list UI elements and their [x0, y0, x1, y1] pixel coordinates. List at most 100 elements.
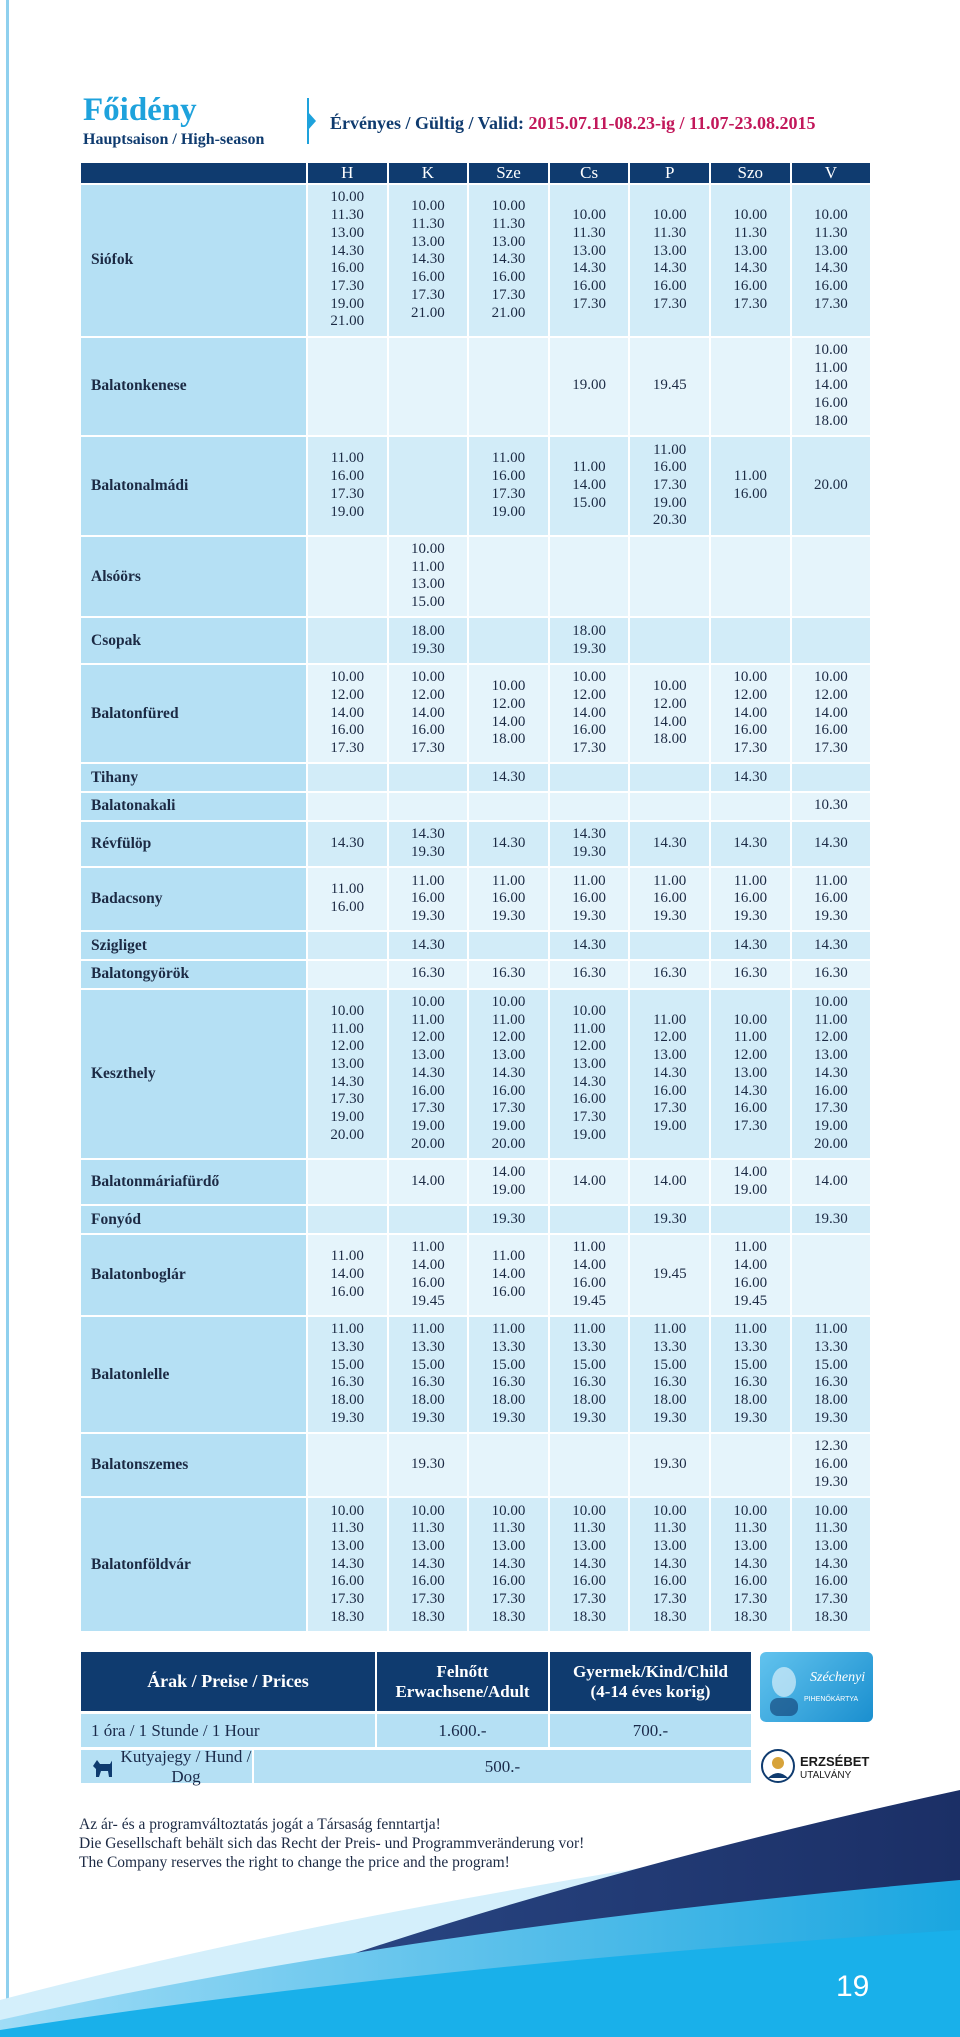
time: 14.30	[572, 1555, 606, 1572]
dog-label-wrap: Kutyajegy / Hund / Dog	[91, 1747, 252, 1787]
time: 16.00	[733, 278, 768, 294]
time: 18.00	[814, 1392, 848, 1409]
time-cell	[791, 618, 871, 663]
time: 13.30	[572, 1338, 606, 1355]
time: 16.00	[572, 1573, 606, 1590]
time-cell	[308, 1206, 387, 1233]
time-cell: 10.00 12.00 14.00 18.00	[469, 664, 548, 763]
time: 14.00	[491, 713, 526, 730]
time-cell	[711, 1206, 790, 1233]
subtitle: Hauptsaison / High-season	[83, 131, 265, 148]
time: 12.00	[733, 686, 768, 703]
time: 11.00	[653, 441, 687, 458]
time: 14.30	[330, 242, 365, 259]
day-header: Sze	[469, 163, 548, 183]
time: 11.00	[411, 872, 445, 889]
time-cell: 10.00 12.00 14.00 16.00 17.30	[549, 664, 629, 763]
time: 16.00	[733, 1100, 768, 1117]
time: 12.00	[814, 1029, 848, 1046]
time: 14.30	[491, 251, 526, 268]
time-cell: 11.00 13.30 15.00 16.30 18.00 19.30	[791, 1316, 871, 1432]
time: 14.00	[411, 1173, 445, 1190]
time: 11.00	[572, 872, 606, 889]
day-header: Szo	[711, 163, 790, 183]
time: 16.00	[814, 395, 848, 412]
time: 17.30	[572, 1591, 606, 1608]
stop-name: Balatonakali	[81, 793, 306, 820]
time: 11.00	[491, 1011, 526, 1028]
time: 11.00	[330, 1020, 364, 1037]
time-cell: 16.30	[630, 960, 709, 988]
time-cell: 19.30	[630, 1206, 709, 1233]
time: 11.00	[814, 1011, 848, 1028]
time-cell: 14.00	[791, 1159, 871, 1205]
time: 10.00	[733, 207, 768, 224]
time: 10.00	[572, 1002, 606, 1019]
time: 13.00	[330, 1056, 365, 1073]
time-cell	[549, 793, 629, 820]
time: 13.00	[411, 1047, 445, 1064]
time: 12.00	[411, 686, 445, 703]
time: 18.00	[411, 622, 445, 639]
valid-dates: 2015.07.11-08.23-ig / 11.07-23.08.2015	[528, 113, 816, 133]
time: 17.30	[814, 1100, 848, 1117]
time: 14.30	[330, 1073, 365, 1090]
time: 13.00	[572, 1537, 606, 1554]
time: 11.00	[653, 872, 687, 889]
time: 11.00	[411, 1321, 445, 1338]
time: 11.30	[733, 224, 767, 241]
time: 16.00	[814, 722, 848, 739]
time: 19.00	[652, 1118, 687, 1134]
stop-name: Csopak	[81, 618, 306, 663]
day-header: V	[791, 163, 871, 183]
day-header: K	[388, 163, 468, 183]
time: 11.00	[491, 450, 526, 467]
time-cell: 16.30	[388, 960, 468, 988]
day-header: Cs	[549, 163, 629, 183]
time: 14.30	[652, 1064, 687, 1081]
time-cell: 14.30 19.30	[388, 821, 468, 867]
dog-price: 500.-	[254, 1750, 751, 1783]
time: 19.30	[491, 1409, 526, 1426]
time-cell: 10.00 12.00 14.00 16.00 17.30	[308, 664, 387, 763]
time: 10.00	[733, 669, 768, 686]
time: 19.45	[572, 1292, 606, 1309]
time: 13.00	[330, 224, 365, 241]
time: 16.00	[652, 1082, 687, 1099]
time: 20.00	[491, 1135, 526, 1152]
time: 16.00	[814, 1573, 848, 1590]
time-cell	[308, 793, 387, 820]
time: 11.00	[491, 1321, 526, 1338]
time: 10.00	[652, 678, 687, 695]
time: 17.30	[330, 278, 365, 294]
time: 11.00	[411, 1011, 445, 1028]
time: 14.00	[330, 704, 365, 721]
time: 15.00	[652, 1356, 687, 1373]
szechenyi-card: Széchenyi PIHENŐKÁRTYA	[760, 1652, 873, 1722]
time: 16.30	[733, 1374, 768, 1391]
time-cell: 14.30	[469, 764, 548, 791]
time-cell	[549, 536, 629, 617]
time: 16.00	[814, 890, 848, 907]
time: 16.00	[652, 1573, 687, 1590]
time: 19.00	[733, 1182, 768, 1199]
time: 13.00	[652, 242, 687, 259]
time: 10.00	[572, 669, 606, 686]
note: Az ár- és a programváltoztatás jogát a T…	[79, 1816, 441, 1833]
time-cell: 16.30	[711, 960, 790, 988]
time-cell: 19.45	[630, 337, 709, 436]
time: 11.30	[572, 1520, 606, 1537]
time: 14.30	[572, 826, 606, 843]
time: 15.00	[572, 1356, 606, 1373]
time-cell	[630, 764, 709, 791]
time: 17.30	[814, 1591, 848, 1608]
time: 19.30	[491, 1210, 526, 1227]
time: 14.30	[330, 1555, 365, 1572]
time: 10.30	[814, 797, 848, 814]
time: 10.00	[411, 198, 445, 215]
stop-name: Balatongyörök	[81, 960, 306, 988]
time: 17.30	[411, 286, 445, 303]
time: 10.00	[491, 678, 526, 695]
time: 13.30	[652, 1338, 687, 1355]
time-cell	[308, 960, 387, 988]
